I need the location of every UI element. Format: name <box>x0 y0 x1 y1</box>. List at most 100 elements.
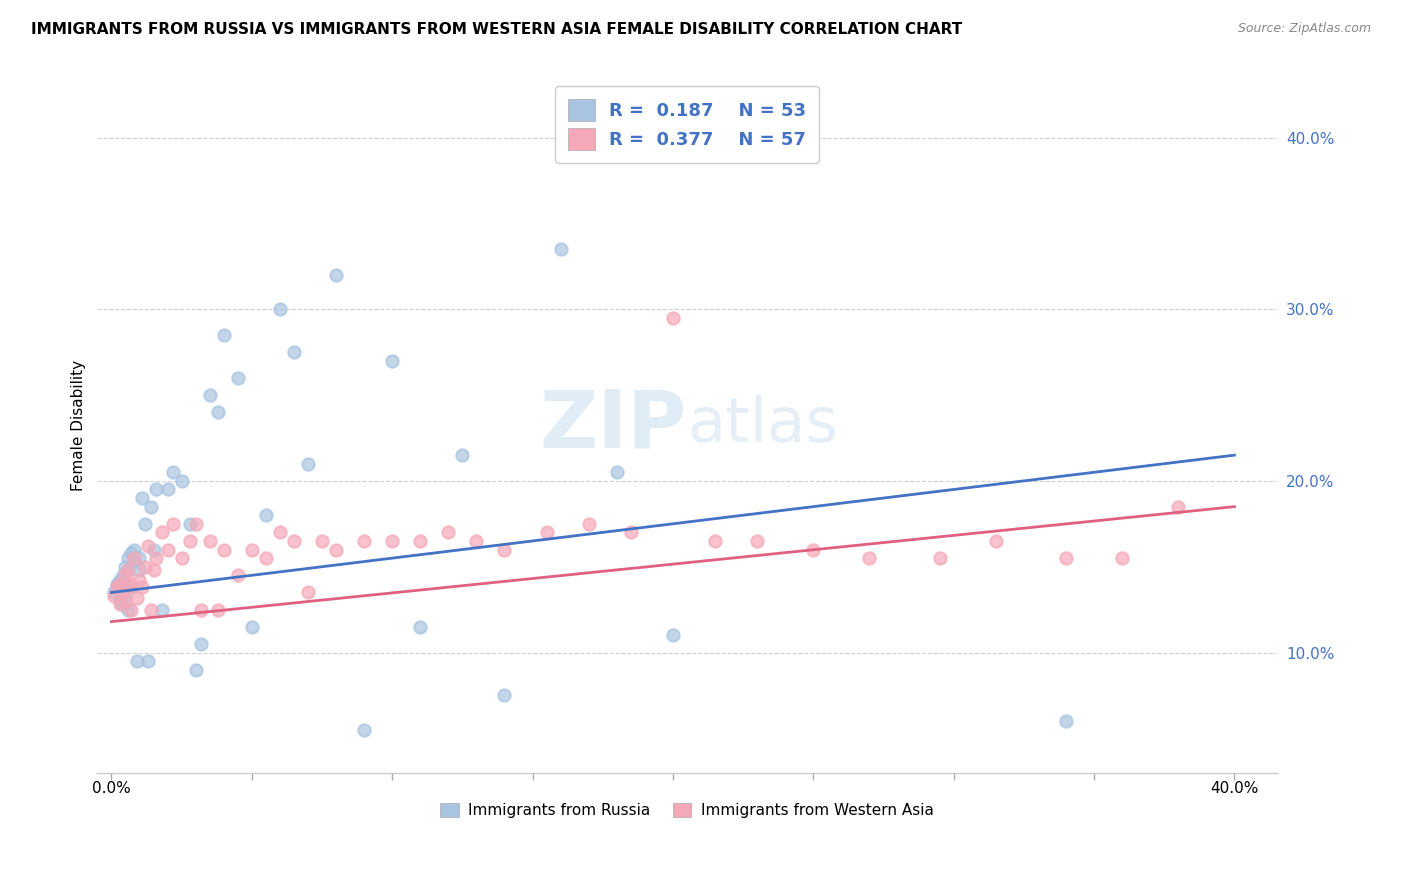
Point <box>212 542 235 557</box>
Point <box>114 589 136 603</box>
Text: Source: ZipAtlas.com: Source: ZipAtlas.com <box>1237 22 1371 36</box>
Point <box>170 474 193 488</box>
Point <box>114 559 136 574</box>
Point <box>114 568 136 582</box>
Point <box>1054 714 1077 729</box>
Point <box>117 551 139 566</box>
Point <box>122 551 145 566</box>
Point <box>226 568 249 582</box>
Point <box>662 310 685 325</box>
Point <box>111 585 134 599</box>
Point <box>325 542 347 557</box>
Point <box>150 602 173 616</box>
Legend: Immigrants from Russia, Immigrants from Western Asia: Immigrants from Russia, Immigrants from … <box>434 797 939 824</box>
Point <box>108 594 131 608</box>
Point <box>103 585 125 599</box>
Point <box>114 594 136 608</box>
Point <box>142 542 165 557</box>
Point <box>125 654 148 668</box>
Point <box>145 483 167 497</box>
Point <box>179 533 201 548</box>
Point <box>117 563 139 577</box>
Point <box>226 371 249 385</box>
Point <box>606 465 628 479</box>
Text: atlas: atlas <box>688 395 838 455</box>
Point <box>156 542 179 557</box>
Point <box>212 328 235 343</box>
Point <box>984 533 1007 548</box>
Point <box>145 551 167 566</box>
Point <box>120 577 142 591</box>
Point <box>103 589 125 603</box>
Point <box>550 242 572 256</box>
Point <box>117 602 139 616</box>
Point <box>1111 551 1133 566</box>
Point <box>297 457 319 471</box>
Point <box>142 563 165 577</box>
Point <box>240 620 263 634</box>
Point <box>117 580 139 594</box>
Point <box>125 591 148 605</box>
Point <box>240 542 263 557</box>
Point <box>1054 551 1077 566</box>
Point <box>494 689 516 703</box>
Point <box>858 551 880 566</box>
Point <box>787 130 810 145</box>
Point <box>114 580 136 594</box>
Point <box>325 268 347 282</box>
Point <box>128 551 150 566</box>
Point <box>131 580 153 594</box>
Point <box>437 525 460 540</box>
Point <box>198 388 221 402</box>
Point <box>136 539 159 553</box>
Point <box>409 620 432 634</box>
Point <box>108 577 131 591</box>
Point <box>120 602 142 616</box>
Point <box>162 516 184 531</box>
Point <box>184 516 207 531</box>
Point <box>283 345 305 359</box>
Point <box>190 637 212 651</box>
Point <box>451 448 474 462</box>
Point <box>269 302 291 317</box>
Point <box>207 602 229 616</box>
Point <box>139 602 162 616</box>
Point <box>128 563 150 577</box>
Point <box>190 602 212 616</box>
Point <box>207 405 229 419</box>
Point <box>704 533 727 548</box>
Point <box>536 525 558 540</box>
Point <box>184 663 207 677</box>
Point <box>801 542 824 557</box>
Point <box>150 525 173 540</box>
Point <box>128 574 150 588</box>
Y-axis label: Female Disability: Female Disability <box>72 359 86 491</box>
Point <box>131 491 153 505</box>
Point <box>134 516 156 531</box>
Point <box>105 577 128 591</box>
Text: 0.0%: 0.0% <box>91 781 131 797</box>
Point <box>120 580 142 594</box>
Point <box>156 483 179 497</box>
Point <box>311 533 333 548</box>
Point <box>297 585 319 599</box>
Point <box>108 574 131 588</box>
Point <box>254 551 277 566</box>
Point <box>353 723 375 737</box>
Point <box>179 516 201 531</box>
Point <box>117 563 139 577</box>
Point <box>283 533 305 548</box>
Point <box>134 559 156 574</box>
Point <box>381 533 404 548</box>
Point <box>105 580 128 594</box>
Point <box>353 533 375 548</box>
Point <box>747 533 769 548</box>
Point <box>662 628 685 642</box>
Text: 40.0%: 40.0% <box>1211 781 1258 797</box>
Point <box>578 516 600 531</box>
Point <box>122 555 145 569</box>
Point <box>108 598 131 612</box>
Point <box>269 525 291 540</box>
Text: IMMIGRANTS FROM RUSSIA VS IMMIGRANTS FROM WESTERN ASIA FEMALE DISABILITY CORRELA: IMMIGRANTS FROM RUSSIA VS IMMIGRANTS FRO… <box>31 22 962 37</box>
Point <box>465 533 488 548</box>
